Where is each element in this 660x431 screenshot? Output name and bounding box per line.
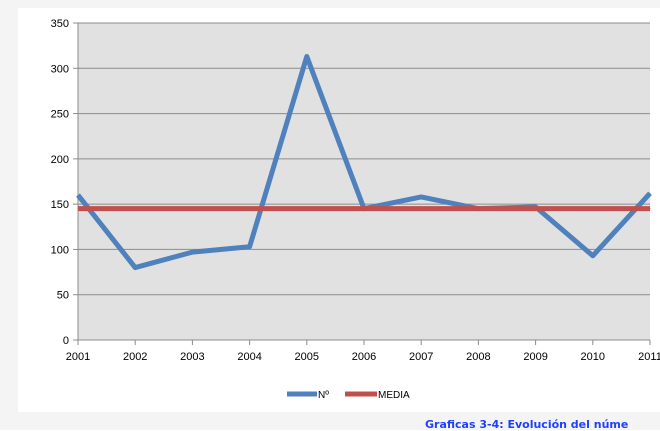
data-point-n bbox=[191, 251, 193, 253]
data-point-n bbox=[77, 194, 79, 196]
legend-label-media: MEDIA bbox=[378, 390, 410, 401]
x-tick-label: 2003 bbox=[180, 351, 204, 363]
data-point-n bbox=[649, 192, 651, 194]
data-point-n bbox=[249, 246, 251, 248]
y-tick-label: 50 bbox=[57, 290, 69, 302]
data-point-media bbox=[477, 208, 479, 210]
x-tick-label: 2004 bbox=[237, 351, 261, 363]
data-point-media bbox=[592, 208, 594, 210]
x-tick-label: 2010 bbox=[581, 351, 605, 363]
series-layer bbox=[76, 54, 652, 271]
data-point-n bbox=[306, 56, 308, 58]
x-tick-label: 2008 bbox=[466, 351, 490, 363]
legend-label-n: Nº bbox=[318, 390, 329, 401]
data-point-media bbox=[191, 208, 193, 210]
y-axis-ticks: 0 50 100 150 200 250 300 350 bbox=[51, 18, 79, 347]
figure-caption: Graficas 3-4: Evolución del núme bbox=[425, 418, 629, 431]
data-point-media bbox=[249, 208, 251, 210]
x-tick-label: 2007 bbox=[409, 351, 433, 363]
gridlines bbox=[78, 22, 650, 341]
x-axis-ticks: 2001 2002 2003 2004 2005 2006 2007 2008 2009 2010… bbox=[66, 340, 660, 363]
data-point-media bbox=[420, 208, 422, 210]
y-tick-label: 350 bbox=[51, 18, 69, 30]
x-tick-label: 2006 bbox=[352, 351, 376, 363]
data-point-n bbox=[134, 267, 136, 269]
data-point-n bbox=[592, 255, 594, 257]
data-point-n bbox=[420, 196, 422, 198]
data-point-media bbox=[535, 208, 537, 210]
y-tick-label: 250 bbox=[51, 109, 69, 121]
x-tick-label: 2009 bbox=[523, 351, 547, 363]
data-point-media bbox=[306, 208, 308, 210]
x-tick-label: 2005 bbox=[295, 351, 319, 363]
data-point-media bbox=[134, 208, 136, 210]
plot-background bbox=[78, 23, 650, 340]
data-point-media bbox=[77, 208, 79, 210]
y-tick-label: 200 bbox=[51, 154, 69, 166]
x-tick-label: 2001 bbox=[66, 351, 90, 363]
y-tick-label: 300 bbox=[51, 63, 69, 75]
data-point-media bbox=[649, 208, 651, 210]
y-tick-label: 150 bbox=[51, 199, 69, 211]
data-point-media bbox=[363, 208, 365, 210]
y-tick-label: 100 bbox=[51, 244, 69, 256]
x-tick-label: 2011 bbox=[638, 351, 660, 363]
x-tick-label: 2002 bbox=[123, 351, 147, 363]
legend: Nº MEDIA bbox=[287, 390, 410, 401]
y-tick-label: 0 bbox=[63, 335, 69, 347]
